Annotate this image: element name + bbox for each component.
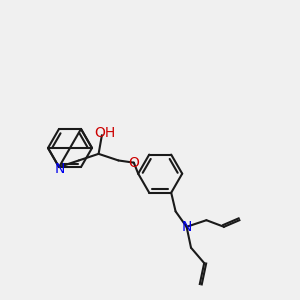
Text: N: N	[55, 162, 65, 176]
Text: OH: OH	[94, 126, 116, 140]
Text: N: N	[182, 220, 192, 234]
Text: O: O	[128, 156, 139, 170]
